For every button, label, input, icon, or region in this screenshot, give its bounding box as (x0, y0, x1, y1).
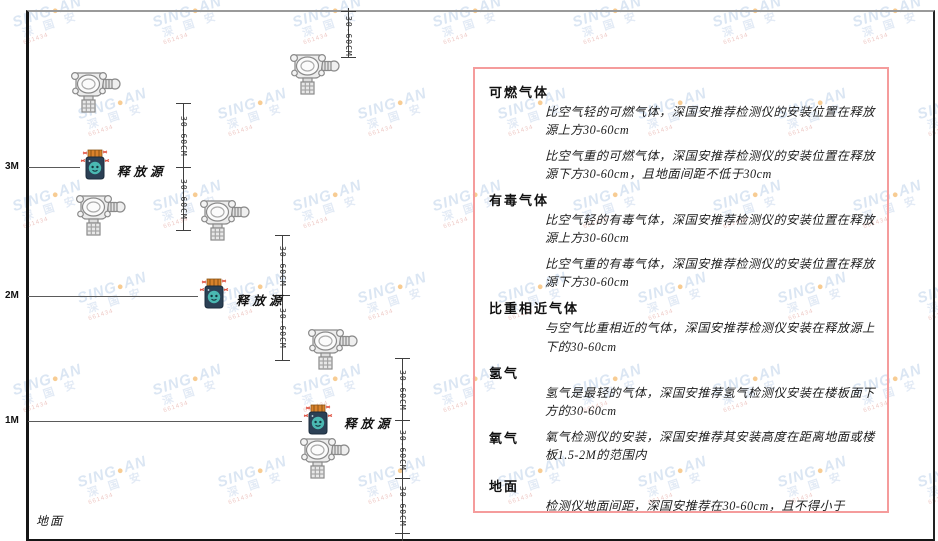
panel-section-paragraph: 比空气重的有毒气体，深国安推荐检测仪的安装位置在释放源下方30-60cm (545, 256, 875, 290)
dimension-label: 30-60CM (398, 486, 407, 527)
gas-detector-icon (299, 437, 350, 479)
gas-detector-icon (289, 53, 340, 95)
dimension-tick (395, 358, 410, 359)
panel-section-heading: 氧气 (489, 430, 520, 446)
dimension-tick (176, 167, 191, 168)
panel-section-heading: 地面 (489, 479, 520, 495)
panel-section: 比重相近气体与空气比重相近的气体，深国安推荐检测仪安装在释放源上下的30-60c… (487, 298, 875, 356)
height-line-1m (28, 421, 302, 422)
panel-section-paragraph: 与空气比重相近的气体，深国安推荐检测仪安装在释放源上下的30-60cm (545, 321, 875, 354)
gas-detector-icon (199, 199, 250, 241)
info-panel: 可燃气体比空气轻的可燃气体，深国安推荐检测仪的安装位置在释放源上方30-60cm… (473, 67, 889, 513)
dimension-line: 30-60CM 30-60CM (275, 235, 290, 361)
panel-section: 氧气 氧气检测仪的安装，深国安推荐其安装高度在距离地面或楼板1.5-2M的范围内 (487, 428, 875, 472)
panel-section: 氢气氢气是最轻的气体，深国安推荐氢气检测仪安装在楼板面下方的30-60cm (487, 363, 875, 421)
release-source-label: 释放源 (117, 165, 167, 179)
height-line-2m (28, 296, 198, 297)
panel-section-paragraph: 比空气轻的可燃气体，深国安推荐检测仪的安装位置在释放源上方30-60cm (545, 105, 875, 138)
height-label-2m: 2M (5, 290, 19, 301)
release-source-label: 释放源 (236, 294, 286, 308)
dimension-tick (395, 533, 410, 534)
dimension-line: 30-60CM 30-60CM (176, 103, 191, 231)
height-line-3m (28, 167, 80, 168)
dimension-label: 30-60CM (278, 308, 287, 349)
dimension-tick (275, 360, 290, 361)
dimension-label: 30-60CM (398, 370, 407, 411)
release-source-icon (199, 278, 229, 309)
panel-section-paragraph: 比空气轻的有毒气体，深国安推荐检测仪的安装位置在释放源上方30-60cm (545, 213, 875, 246)
panel-section-paragraph: 氢气是最轻的气体，深国安推荐氢气检测仪安装在楼板面下方的30-60cm (545, 385, 875, 419)
panel-section-heading: 比重相近气体 (489, 301, 580, 317)
release-source-icon (80, 149, 110, 180)
height-label-3m: 3M (5, 161, 19, 172)
panel-section: 可燃气体比空气轻的可燃气体，深国安推荐检测仪的安装位置在释放源上方30-60cm… (487, 82, 875, 183)
dimension-label: 30-60CM (278, 246, 287, 287)
dimension-label: 30-60CM (398, 430, 407, 471)
release-source-label: 释放源 (344, 417, 394, 431)
panel-section-heading: 氢气 (489, 365, 520, 381)
room-outline (26, 10, 935, 541)
dimension-label: 30-60CM (344, 16, 353, 57)
dimension-tick (275, 235, 290, 236)
gas-detector-icon (307, 328, 358, 370)
dimension-tick (176, 230, 191, 231)
dimension-tick (275, 295, 290, 296)
dimension-label: 30-60CM (179, 116, 188, 157)
dimension-line: 30-60CM 30-60CM 30-60CM (395, 358, 410, 541)
gas-detector-icon (70, 71, 121, 113)
dimension-tick (341, 57, 356, 58)
ground-label: 地面 (36, 514, 65, 528)
panel-section: 有毒气体比空气轻的有毒气体，深国安推荐检测仪的安装位置在释放源上方30-60cm… (487, 190, 875, 291)
panel-section-paragraph: 比空气重的可燃气体，深国安推荐检测仪的安装位置在释放源下方30-60cm，且地面… (545, 148, 875, 181)
dimension-line: 30-60CM (341, 8, 356, 58)
release-source-icon (303, 404, 333, 435)
dimension-tick (395, 420, 410, 421)
panel-section-paragraph: 氧气检测仪的安装，深国安推荐其安装高度在距离地面或楼板1.5-2M的范围内 (545, 429, 875, 462)
dimension-tick (341, 11, 356, 12)
dimension-label: 30-60CM (179, 179, 188, 220)
dimension-tick (395, 478, 410, 479)
panel-section: 地面检测仪地面间距，深国安推荐在30-60cm，且不得小于30cm，因为过低容易… (487, 476, 875, 513)
gas-detector-icon (75, 194, 126, 236)
dimension-tick (176, 103, 191, 104)
panel-section-heading: 可燃气体 (489, 85, 550, 100)
panel-section-heading: 有毒气体 (489, 193, 550, 209)
height-label-1m: 1M (5, 415, 19, 426)
panel-section-paragraph: 检测仪地面间距，深国安推荐在30-60cm，且不得小于30cm，因为过低容易水溅… (545, 499, 845, 513)
